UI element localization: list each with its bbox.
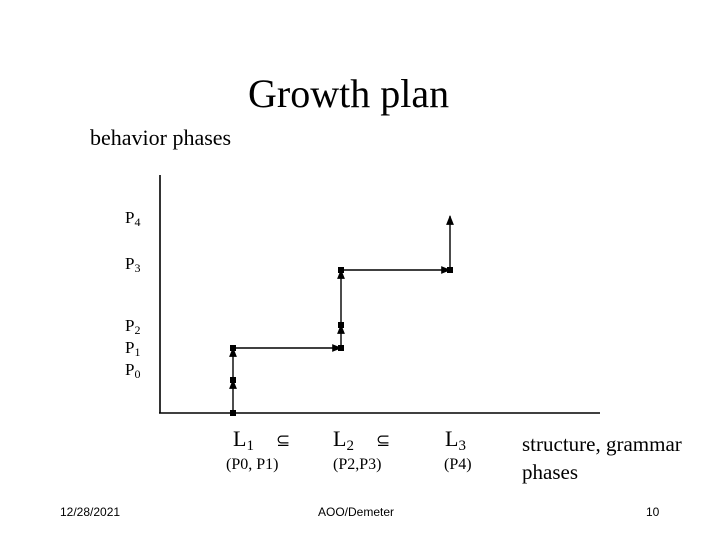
footer-page-number: 10 bbox=[646, 505, 660, 519]
node-point bbox=[338, 267, 344, 273]
slide-title: Growth plan bbox=[248, 71, 450, 116]
node-point bbox=[338, 322, 344, 328]
subset-symbol: ⊆ bbox=[375, 431, 391, 451]
label-l3-phases: (P4) bbox=[444, 456, 472, 473]
x-axis-caption: structure, grammar phases bbox=[522, 430, 682, 486]
node-point bbox=[230, 410, 236, 416]
node-point bbox=[447, 267, 453, 273]
label-p4: P4 bbox=[125, 208, 141, 229]
subset-symbol: ⊆ bbox=[275, 431, 291, 451]
label-l2-phases: (P2,P3) bbox=[333, 456, 382, 473]
label-p1: P1 bbox=[125, 338, 141, 359]
label-l1: L1 ⊆ bbox=[233, 426, 291, 454]
label-l2: L2 ⊆ bbox=[333, 426, 391, 454]
node-point bbox=[230, 377, 236, 383]
label-p2: P2 bbox=[125, 316, 141, 337]
label-p0: P0 bbox=[125, 360, 141, 381]
x-axis-caption-line-1: structure, grammar bbox=[522, 432, 682, 456]
label-l3: L3 bbox=[445, 426, 466, 454]
x-axis-caption-line-2: phases bbox=[522, 460, 578, 484]
y-axis-caption: behavior phases bbox=[90, 125, 232, 150]
node-point bbox=[338, 345, 344, 351]
label-p3: P3 bbox=[125, 254, 141, 275]
node-point bbox=[230, 345, 236, 351]
label-l1-phases: (P0, P1) bbox=[226, 456, 279, 473]
footer-date: 12/28/2021 bbox=[60, 505, 121, 519]
footer-center: AOO/Demeter bbox=[318, 505, 395, 519]
